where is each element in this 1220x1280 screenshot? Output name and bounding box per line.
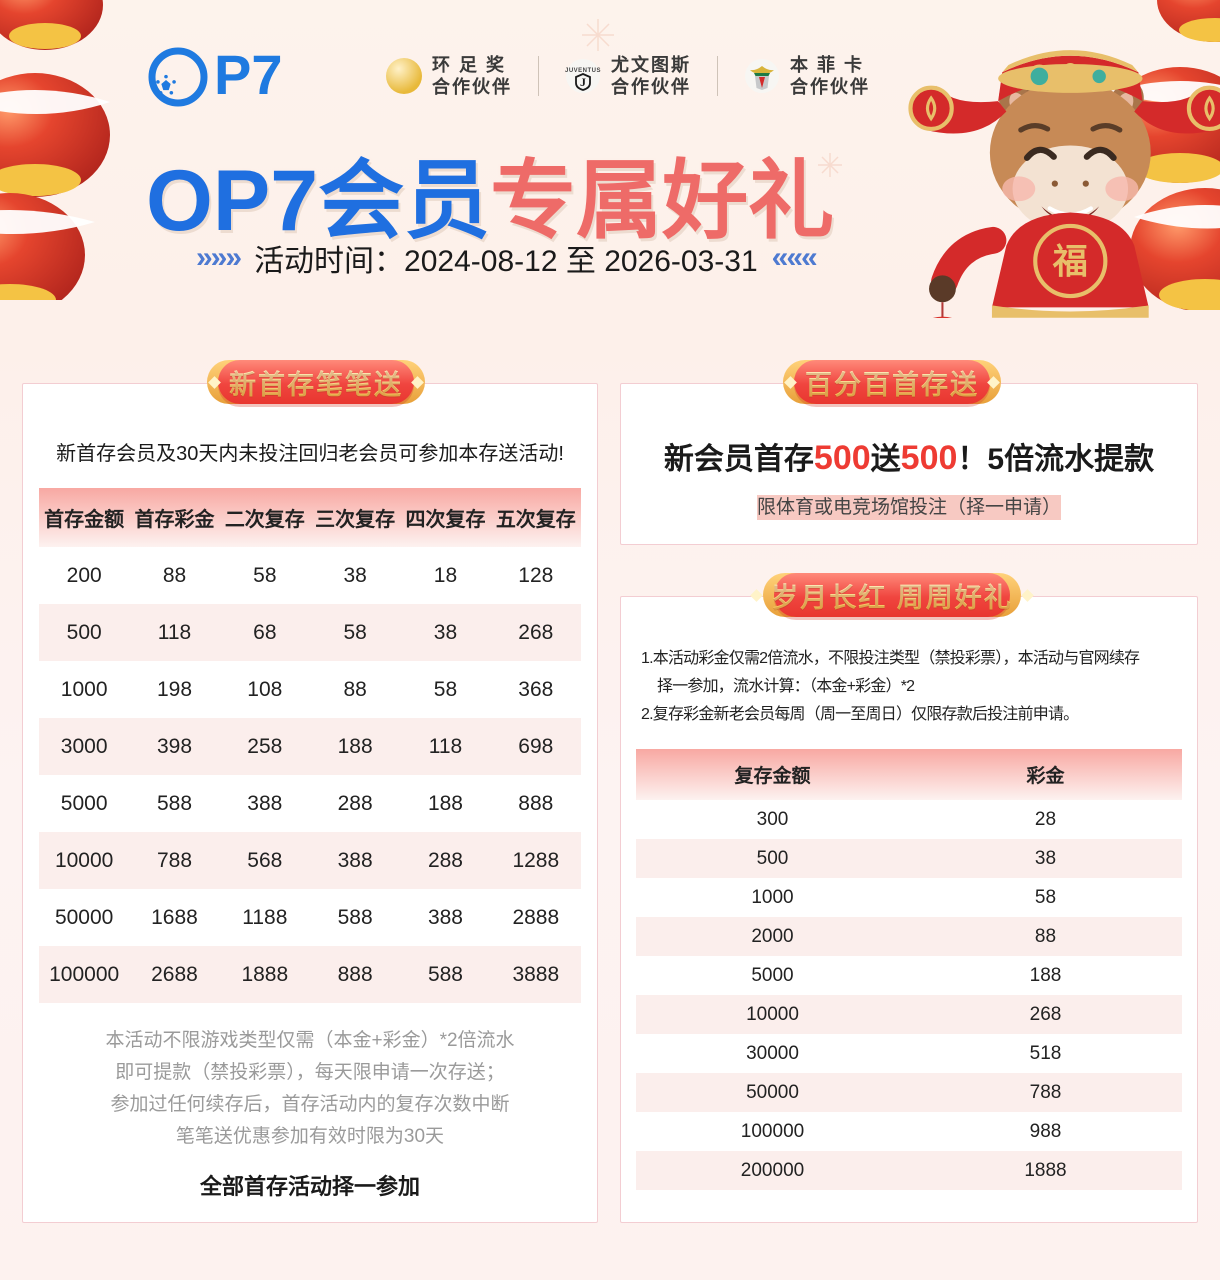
svg-text:J: J (580, 75, 586, 89)
svg-text:福: 福 (1052, 242, 1088, 281)
svg-text:P7: P7 (214, 46, 283, 106)
